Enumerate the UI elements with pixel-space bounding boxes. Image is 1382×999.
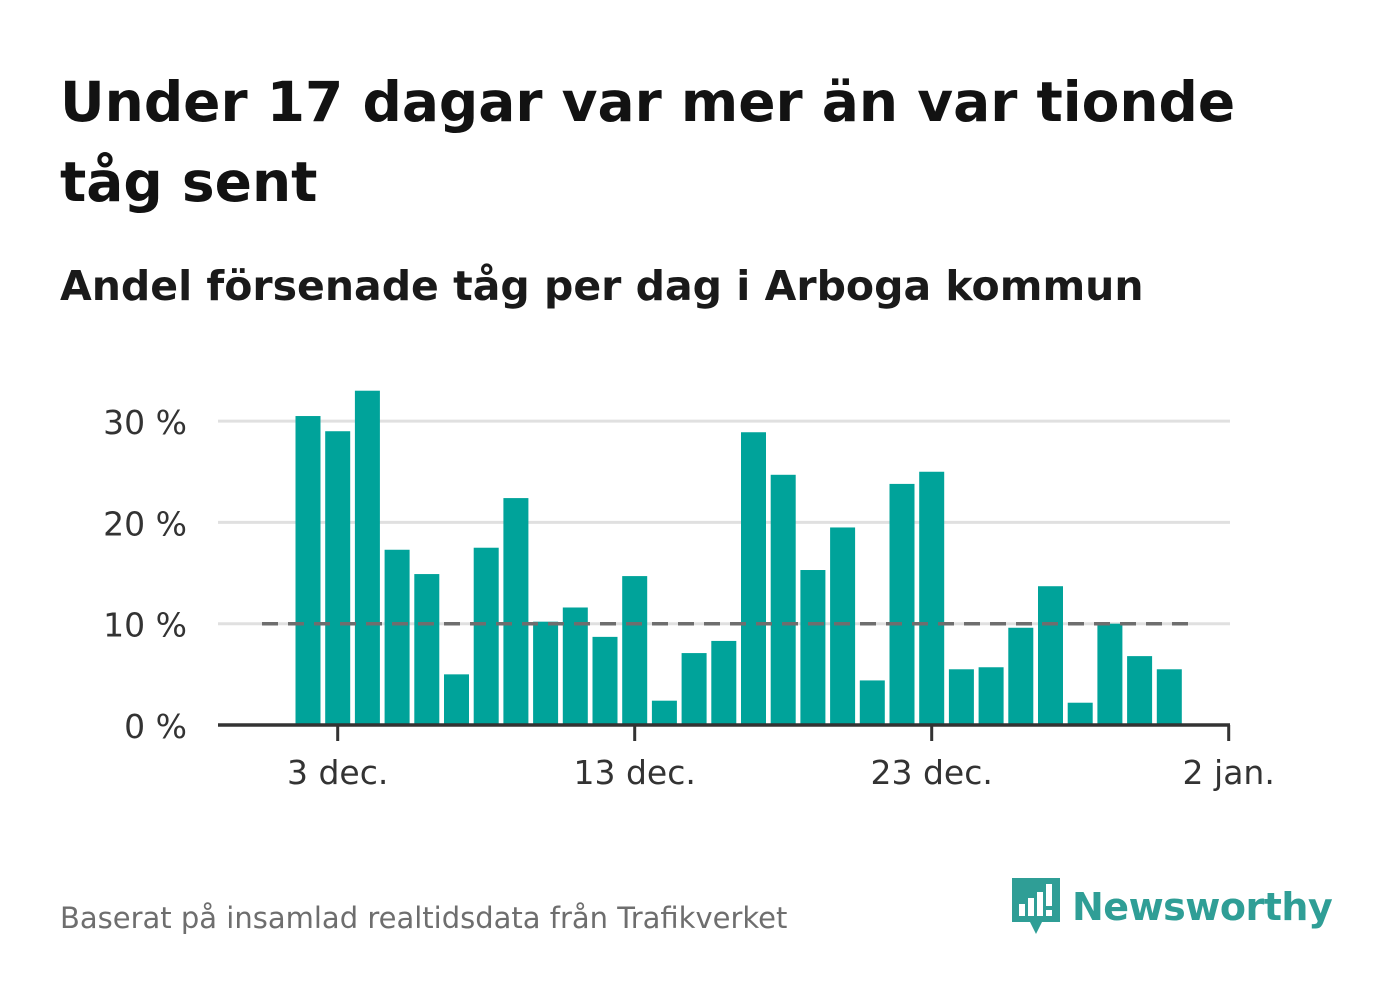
brand-logo: Newsworthy (1010, 876, 1333, 938)
bar (384, 549, 410, 725)
bar (1067, 702, 1093, 725)
bar (1008, 627, 1034, 725)
bars (295, 390, 1182, 725)
x-tick-label: 3 dec. (287, 753, 388, 792)
y-tick-label: 10 % (103, 606, 187, 645)
bar (859, 680, 885, 725)
bar (592, 636, 618, 725)
bar (533, 621, 559, 725)
axes: 0 % 10 % 20 % 30 % 3 dec. 13 dec. 23 dec. 2 jan… (103, 403, 1275, 792)
bar (978, 667, 1004, 725)
bar (1097, 623, 1123, 725)
bar (711, 640, 737, 725)
bar (1156, 669, 1182, 725)
bar (354, 390, 380, 725)
bar (741, 432, 766, 725)
bar (1038, 586, 1063, 725)
x-tick-label: 13 dec. (574, 753, 696, 792)
bar (800, 570, 826, 725)
bar (444, 674, 469, 725)
y-tick-label: 30 % (103, 403, 187, 442)
x-tick-label: 23 dec. (871, 753, 993, 792)
bar-chart: 0 % 10 % 20 % 30 % 3 dec. 13 dec. 23 dec. 2 jan… (103, 390, 1275, 792)
bar (770, 474, 796, 725)
bar (295, 416, 321, 725)
bar (562, 607, 588, 725)
bar (414, 574, 440, 725)
newsworthy-logo-icon (1012, 878, 1060, 934)
y-tick-label: 20 % (103, 504, 187, 543)
x-tick-label: 2 jan. (1183, 753, 1275, 792)
y-tick-label: 0 % (124, 707, 187, 746)
bar (651, 700, 677, 725)
bar (622, 576, 648, 725)
bar (919, 471, 945, 725)
bar (889, 483, 915, 725)
source-note: Baserat på insamlad realtidsdata från Tr… (60, 901, 788, 935)
bar (681, 653, 707, 725)
chart-title: Under 17 dagar var mer än var tionde tåg… (60, 70, 1236, 214)
brand-name: Newsworthy (1072, 885, 1333, 929)
bar (503, 498, 529, 725)
bar (473, 547, 499, 725)
bar (1127, 656, 1153, 725)
bar (830, 527, 856, 725)
bar (325, 431, 351, 725)
chart-subtitle: Andel försenade tåg per dag i Arboga kom… (60, 262, 1144, 310)
bar (948, 669, 974, 725)
